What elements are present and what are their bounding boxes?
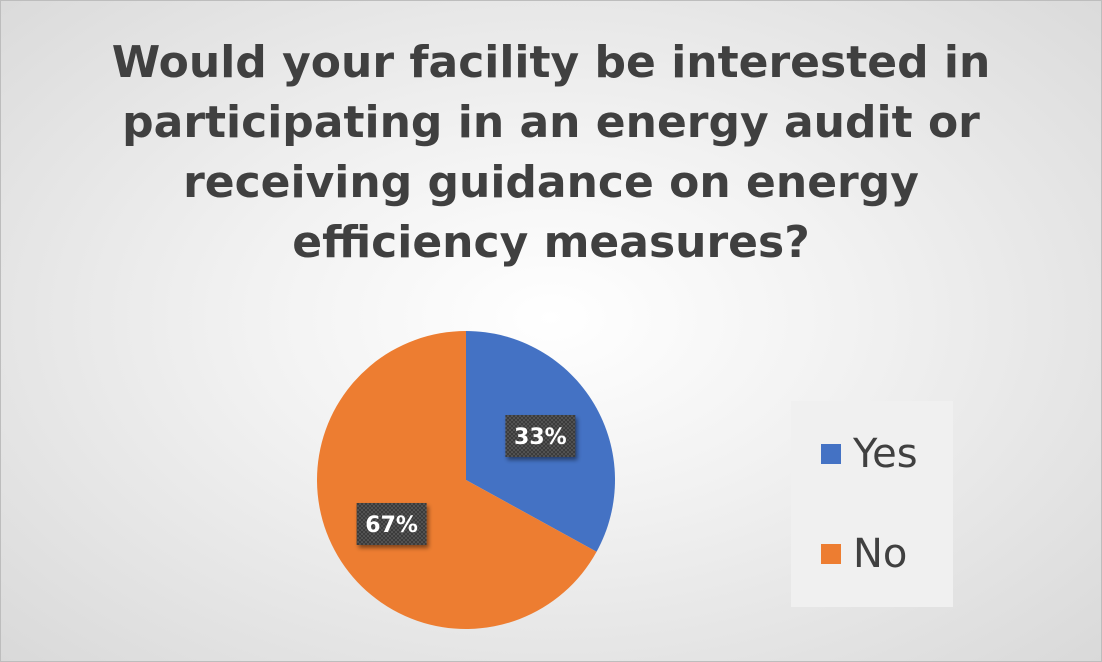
data-label-box — [505, 415, 576, 458]
data-label-no: 67% — [356, 502, 427, 545]
data-label-box — [356, 502, 427, 545]
chart-title: Would your facility be interested in par… — [111, 37, 991, 268]
legend-label: Yes — [853, 431, 918, 477]
data-label-text: 33% — [514, 425, 567, 450]
legend-swatch — [821, 444, 841, 464]
data-label-text: 67% — [365, 513, 418, 538]
legend-item-yes: Yes — [821, 429, 918, 479]
pie-slice-no — [317, 331, 597, 629]
legend-label: No — [853, 531, 908, 577]
data-label-yes: 33% — [505, 415, 576, 458]
legend-swatch — [821, 544, 841, 564]
legend: Yes No — [791, 401, 953, 607]
legend-item-no: No — [821, 529, 907, 579]
